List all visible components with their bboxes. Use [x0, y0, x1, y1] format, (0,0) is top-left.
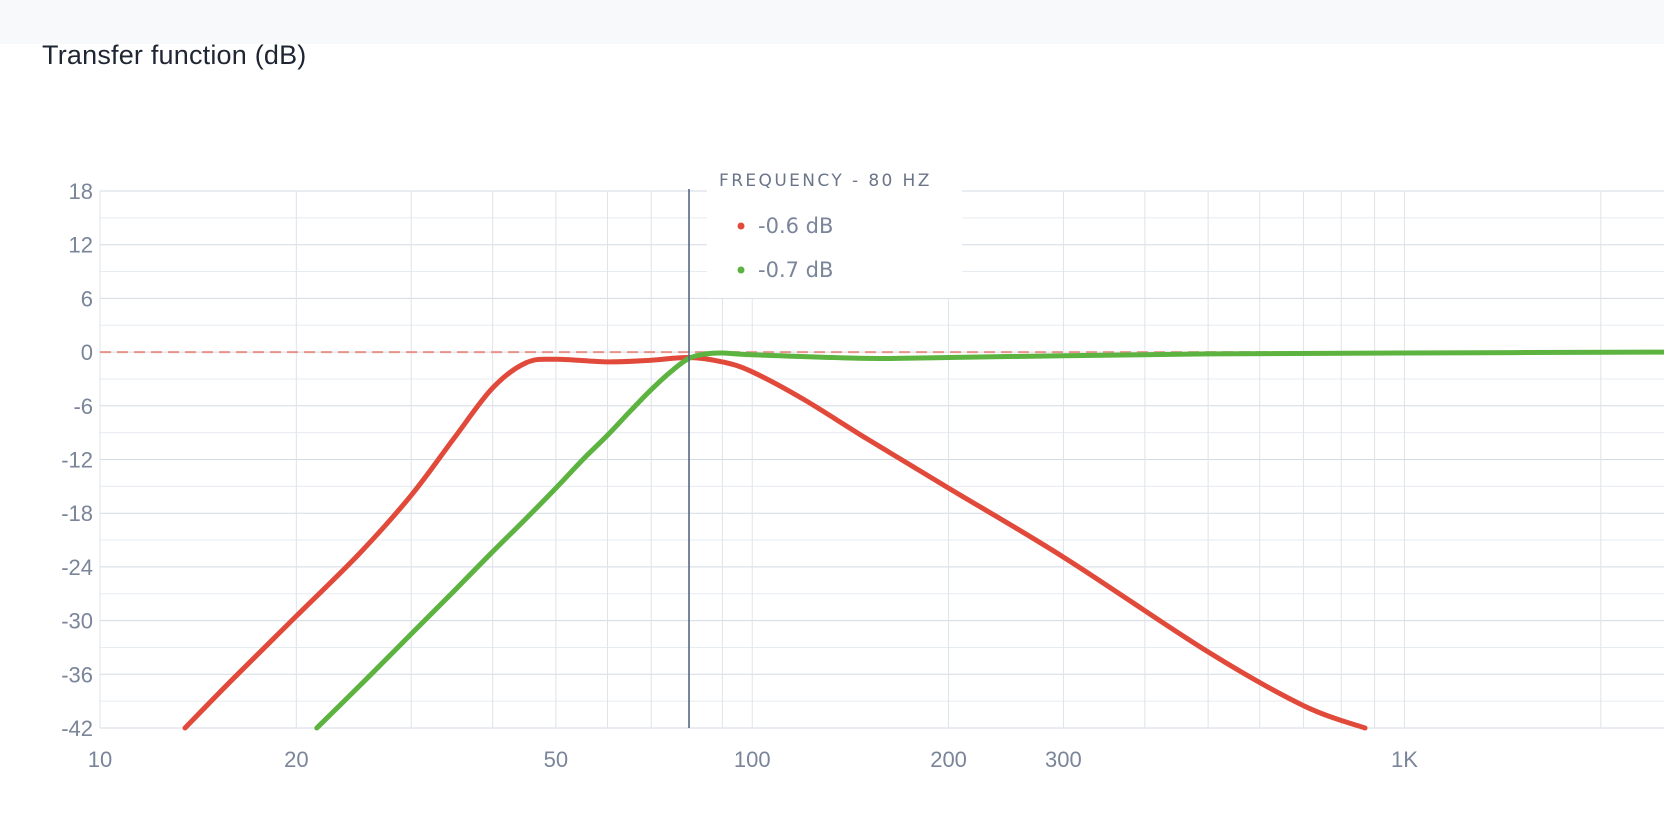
tooltip-value-red: -0.6 dB [758, 214, 833, 238]
y-tick-label: -30 [61, 609, 93, 634]
x-tick-label: 300 [1045, 747, 1082, 772]
x-tick-label: 1K [1391, 747, 1418, 772]
tooltip-title: FREQUENCY - 80 HZ [719, 171, 932, 191]
y-axis: 18 12 6 0 -6 -12 -18 -24 -30 -36 -42 [61, 179, 93, 741]
y-tick-label: -6 [73, 394, 93, 419]
y-tick-label: -42 [61, 716, 93, 741]
y-tick-label: -18 [61, 501, 93, 526]
tooltip-dot-red [737, 222, 745, 230]
y-tick-label: -36 [61, 662, 93, 687]
x-tick-label: 20 [284, 747, 308, 772]
tooltip-background [707, 158, 963, 298]
x-tick-label: 50 [544, 747, 568, 772]
x-tick-label: 100 [734, 747, 771, 772]
top-band [0, 0, 1664, 44]
tooltip-dot-green [737, 266, 745, 274]
y-tick-label: -12 [61, 448, 93, 473]
chart-title: Transfer function (dB) [42, 40, 307, 70]
tooltip-value-green: -0.7 dB [758, 258, 833, 282]
y-tick-label: -24 [61, 555, 93, 580]
y-tick-label: 18 [69, 179, 93, 204]
x-tick-label: 200 [930, 747, 967, 772]
series-line-red [182, 354, 1368, 731]
tooltip: FREQUENCY - 80 HZ -0.6 dB -0.7 dB [707, 158, 963, 298]
y-tick-label: 0 [81, 340, 93, 365]
x-tick-label: 10 [88, 747, 112, 772]
y-tick-label: 12 [69, 233, 93, 258]
y-tick-label: 6 [81, 286, 93, 311]
x-axis: 10 20 50 100 200 300 1K [88, 747, 1418, 772]
